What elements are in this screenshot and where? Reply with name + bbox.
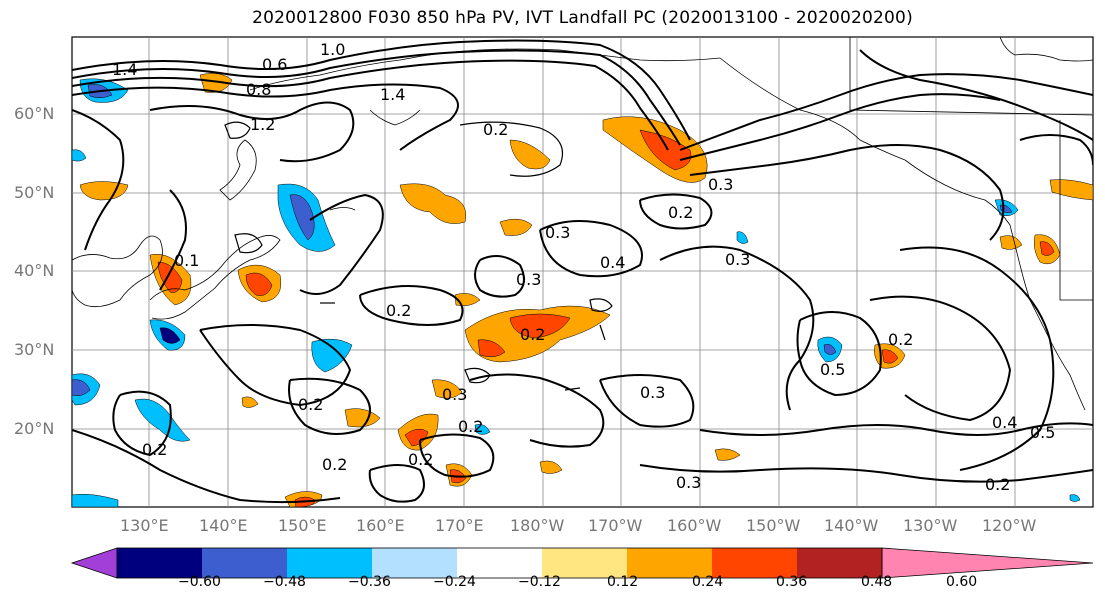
colorbar-segment bbox=[542, 548, 627, 578]
colorbar-tick: 0.24 bbox=[692, 574, 724, 590]
colorbar bbox=[70, 547, 1094, 579]
colorbar-tick: 0.36 bbox=[776, 574, 808, 590]
lon-label: 120°W bbox=[982, 516, 1037, 535]
contour-label: 0.2 bbox=[386, 301, 411, 320]
contour-label: 0.2 bbox=[888, 330, 913, 349]
pv-contours bbox=[72, 39, 1093, 504]
contour-label: 0.3 bbox=[708, 175, 733, 194]
contour-label: 0.2 bbox=[668, 203, 693, 222]
colorbar-segment bbox=[287, 548, 372, 578]
lon-label: 130°E bbox=[120, 516, 169, 535]
colorbar-tick: −0.60 bbox=[178, 574, 221, 590]
colorbar-tick: −0.48 bbox=[263, 574, 306, 590]
contour-label: 1.4 bbox=[380, 85, 405, 104]
colorbar-extend-low bbox=[70, 547, 118, 579]
contour-label: 0.2 bbox=[408, 450, 433, 469]
lon-label: 130°W bbox=[903, 516, 958, 535]
contour-label: 0.6 bbox=[262, 55, 287, 74]
contour-label: 0.4 bbox=[992, 413, 1017, 432]
plot-area bbox=[71, 36, 1094, 508]
contour-label: 0.3 bbox=[640, 383, 665, 402]
colorbar-segment bbox=[712, 548, 797, 578]
lon-label: 180°W bbox=[510, 516, 565, 535]
lat-label: 60°N bbox=[14, 104, 55, 123]
colorbar-segment bbox=[202, 548, 287, 578]
contour-label: 0.3 bbox=[545, 223, 570, 242]
colorbar-tick: 0.60 bbox=[946, 574, 978, 590]
contour-label: 0.5 bbox=[1030, 423, 1055, 442]
colorbar-tick: 0.12 bbox=[607, 574, 639, 590]
lat-label: 20°N bbox=[14, 419, 55, 438]
contour-label: 0.2 bbox=[458, 417, 483, 436]
contour-label: 0.3 bbox=[516, 270, 541, 289]
colorbar-segment bbox=[627, 548, 712, 578]
map-title: 2020012800 F030 850 hPa PV, IVT Landfall… bbox=[252, 8, 913, 28]
coastlines bbox=[72, 37, 1093, 411]
colorbar-segment bbox=[457, 548, 542, 578]
colorbar-tick: −0.24 bbox=[433, 574, 476, 590]
contour-label: 0.3 bbox=[725, 250, 750, 269]
positive-anomaly-patches bbox=[79, 73, 1093, 507]
colorbar-tick: 0.48 bbox=[861, 574, 893, 590]
contour-label: 0.2 bbox=[985, 475, 1010, 494]
colorbar-tick: −0.12 bbox=[518, 574, 561, 590]
thin-contours bbox=[224, 121, 613, 391]
lon-label: 150°E bbox=[278, 516, 327, 535]
lon-label: 160°E bbox=[356, 516, 405, 535]
lon-label: 170°E bbox=[435, 516, 484, 535]
lat-label: 50°N bbox=[14, 183, 55, 202]
contour-label: 1.2 bbox=[250, 115, 275, 134]
colorbar-outline bbox=[116, 547, 883, 579]
gridlines bbox=[72, 37, 1093, 507]
contour-label: 1.4 bbox=[112, 60, 137, 79]
contour-label: 0.2 bbox=[322, 455, 347, 474]
contour-label: 0.5 bbox=[820, 360, 845, 379]
contour-label: 0.3 bbox=[442, 385, 467, 404]
contour-label: 0.3 bbox=[676, 473, 701, 492]
colorbar-segment bbox=[372, 548, 457, 578]
contour-label: 0.2 bbox=[142, 440, 167, 459]
contour-label: 0.8 bbox=[246, 80, 271, 99]
contour-label: 1.0 bbox=[320, 40, 345, 59]
lon-label: 150°W bbox=[746, 516, 801, 535]
contour-label: 0.2 bbox=[483, 120, 508, 139]
lon-label: 160°W bbox=[667, 516, 722, 535]
colorbar-tick: −0.36 bbox=[348, 574, 391, 590]
lat-label: 40°N bbox=[14, 261, 55, 280]
lon-label: 170°W bbox=[588, 516, 643, 535]
colorbar-extend-high bbox=[881, 547, 1094, 579]
contour-label: 0.2 bbox=[298, 395, 323, 414]
lon-label: 140°W bbox=[824, 516, 879, 535]
colorbar-segment bbox=[797, 548, 882, 578]
contour-label: 0.2 bbox=[520, 325, 545, 344]
contour-label: 0.4 bbox=[600, 253, 625, 272]
lat-label: 30°N bbox=[14, 340, 55, 359]
lon-label: 140°E bbox=[199, 516, 248, 535]
contour-label: 0.1 bbox=[174, 251, 199, 270]
colorbar-segment bbox=[117, 548, 202, 578]
contour-labels: 1.4 0.6 0.8 1.0 1.2 1.4 0.2 0.3 0.2 0.3 … bbox=[112, 40, 1055, 494]
